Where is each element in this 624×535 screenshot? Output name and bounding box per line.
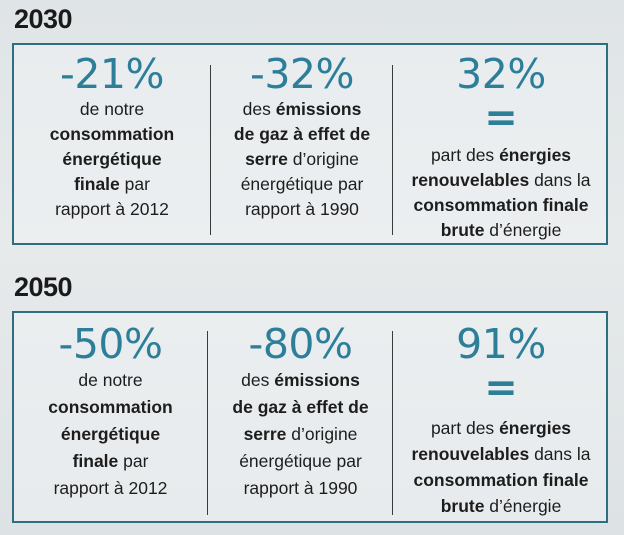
target-description: de notre consommation énergétique finale…: [14, 97, 210, 222]
target-energy-consumption: -50% de notre consommation énergétique f…: [14, 313, 207, 521]
description-line: énergétique par: [239, 451, 362, 471]
description-line: de notre: [79, 99, 145, 119]
description-line: finale par: [72, 451, 149, 471]
description-line: rapport à 1990: [243, 478, 358, 498]
percentage-value: -32%: [250, 50, 354, 98]
description-line: consommation: [48, 397, 173, 417]
column-divider: [207, 331, 208, 515]
target-description: part des énergies renouvelables dans la …: [394, 143, 608, 243]
description-line: serre d’origine: [245, 149, 359, 169]
description-line: rapport à 2012: [55, 199, 169, 219]
equals-sign: =: [484, 95, 518, 141]
target-ghg-emissions: -80% des émissions de gaz à effet de ser…: [209, 313, 392, 521]
description-line: rapport à 2012: [53, 478, 168, 498]
description-line: énergétique: [62, 149, 162, 169]
percentage-value: -21%: [60, 50, 164, 98]
description-line: finale par: [74, 174, 150, 194]
target-energy-consumption: -21% de notre consommation énergétique f…: [14, 45, 210, 243]
target-description: des émissions de gaz à effet de serre d’…: [212, 97, 392, 222]
description-line: part des énergies: [430, 418, 572, 438]
description-line: brute d’énergie: [440, 220, 562, 240]
description-line: renouvelables dans la: [411, 170, 591, 190]
targets-panel-2050: -50% de notre consommation énergétique f…: [12, 311, 608, 523]
description-line: consommation finale: [413, 195, 589, 215]
target-renewables-share: 91% = part des énergies renouvelables da…: [394, 313, 608, 521]
column-divider: [210, 65, 211, 235]
description-line: de gaz à effet de: [232, 397, 369, 417]
target-description: part des énergies renouvelables dans la …: [394, 415, 608, 519]
description-line: de notre: [78, 370, 143, 390]
year-heading-2030: 2030: [14, 4, 73, 34]
description-line: brute d’énergie: [440, 496, 562, 516]
targets-panel-2030: -21% de notre consommation énergétique f…: [12, 43, 608, 245]
description-line: renouvelables dans la: [411, 444, 591, 464]
year-heading-2050: 2050: [14, 272, 73, 302]
percentage-value: -80%: [248, 320, 353, 368]
percentage-value: 32%: [456, 50, 546, 98]
target-renewables-share: 32% = part des énergies renouvelables da…: [394, 45, 608, 243]
percentage-value: 91%: [456, 320, 546, 368]
equals-sign: =: [484, 365, 518, 411]
column-divider: [392, 331, 393, 515]
description-line: énergétique: [60, 424, 161, 444]
description-line: part des énergies: [430, 145, 572, 165]
target-description: de notre consommation énergétique finale…: [14, 367, 207, 502]
description-line: des émissions: [241, 370, 360, 390]
description-line: des émissions: [242, 99, 362, 119]
description-line: consommation finale: [413, 470, 589, 490]
target-description: des émissions de gaz à effet de serre d’…: [209, 367, 392, 502]
percentage-value: -50%: [58, 320, 163, 368]
description-line: rapport à 1990: [245, 199, 359, 219]
description-line: consommation: [49, 124, 175, 144]
description-line: serre d’origine: [243, 424, 358, 444]
column-divider: [392, 65, 393, 235]
description-line: énergétique par: [240, 174, 364, 194]
description-line: de gaz à effet de: [233, 124, 371, 144]
target-ghg-emissions: -32% des émissions de gaz à effet de ser…: [212, 45, 392, 243]
